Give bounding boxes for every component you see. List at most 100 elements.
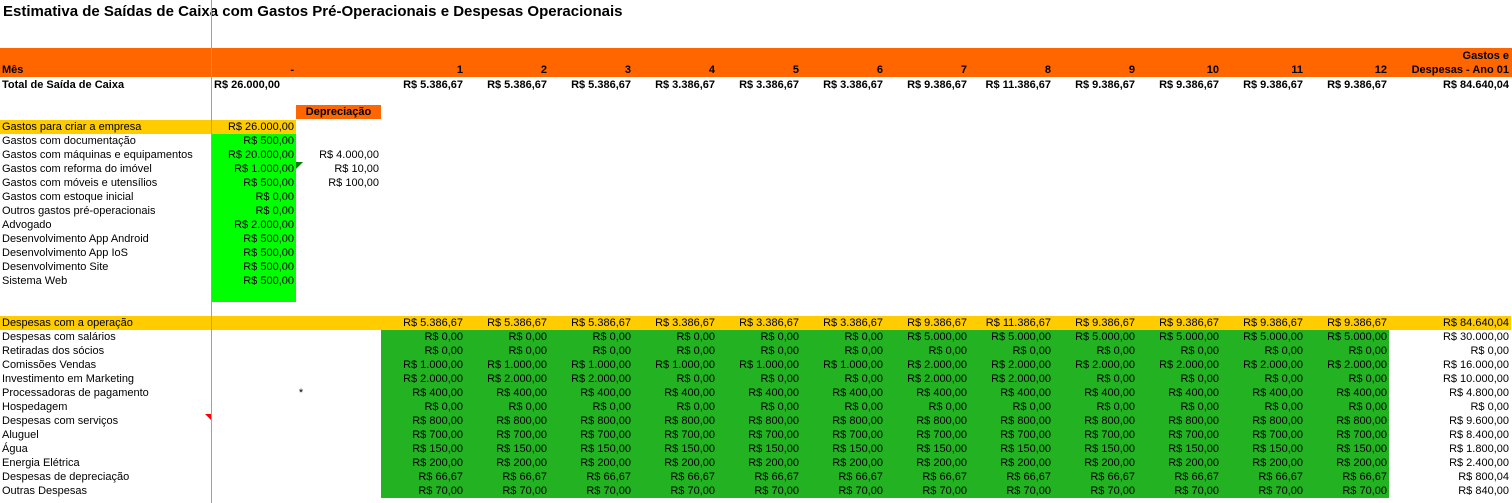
opex-row-month-5[interactable]: R$ 700,00 [748,429,799,441]
opex-row-month-4[interactable]: R$ 70,00 [670,485,715,497]
opex-row-month-9[interactable]: R$ 150,00 [1084,443,1135,455]
opex-row-month-12[interactable]: R$ 700,00 [1336,429,1387,441]
opex-row-month-3[interactable]: R$ 200,00 [580,457,631,469]
opex-row-month-3[interactable]: R$ 2.000,00 [571,373,631,385]
opex-row-month-8[interactable]: R$ 66,67 [1006,471,1051,483]
opex-row-month-5[interactable]: R$ 800,00 [748,415,799,427]
month-header-0[interactable]: - [290,64,294,76]
opex-row-total[interactable]: R$ 800,04 [1458,471,1509,483]
opex-row-label[interactable]: Outras Despesas [2,485,87,497]
total-row-month-8[interactable]: R$ 11.386,67 [985,79,1051,91]
opex-row-month-8[interactable]: R$ 2.000,00 [991,373,1051,385]
month-header-11[interactable]: 11 [1291,64,1303,76]
opex-row-month-10[interactable]: R$ 800,00 [1168,415,1219,427]
opex-row-label[interactable]: Hospedagem [2,401,68,413]
opex-row-month-2[interactable]: R$ 0,00 [508,345,547,357]
opex-section-month-11[interactable]: R$ 9.386,67 [1221,316,1305,330]
opex-row-month-8[interactable]: R$ 200,00 [1000,457,1051,469]
opex-row-month-1[interactable]: R$ 700,00 [412,429,463,441]
opex-row-label[interactable]: Despesas com serviços [2,415,119,427]
opex-row-total[interactable]: R$ 10.000,00 [1442,373,1509,385]
opex-row-month-4[interactable]: R$ 200,00 [664,457,715,469]
opex-row-month-3[interactable]: R$ 700,00 [580,429,631,441]
preop-item-value[interactable]: R$ 1.000,00 [234,163,294,175]
total-row-month-2[interactable]: R$ 5.386,67 [487,79,547,91]
opex-row-label[interactable]: Aluguel [2,429,39,441]
opex-row-total[interactable]: R$ 30.000,00 [1442,331,1509,343]
opex-row-month-6[interactable]: R$ 66,67 [838,471,883,483]
opex-row-month-7[interactable]: R$ 0,00 [928,401,967,413]
opex-row-month-1[interactable]: R$ 150,00 [412,443,463,455]
total-row-month-12[interactable]: R$ 9.386,67 [1327,79,1387,91]
opex-row-month-6[interactable]: R$ 0,00 [844,345,883,357]
opex-row-month-5[interactable]: R$ 200,00 [748,457,799,469]
opex-row-month-10[interactable]: R$ 5.000,00 [1159,331,1219,343]
opex-row-month-10[interactable]: R$ 0,00 [1180,373,1219,385]
opex-row-label[interactable]: Investimento em Marketing [2,373,135,385]
opex-section-month-3[interactable]: R$ 5.386,67 [549,316,633,330]
opex-row-month-5[interactable]: R$ 150,00 [748,443,799,455]
opex-row-total[interactable]: R$ 0,00 [1470,345,1509,357]
total-row-month-5[interactable]: R$ 3.386,67 [739,79,799,91]
opex-row-month-9[interactable]: R$ 400,00 [1084,387,1135,399]
opex-row-label[interactable]: Comissões Vendas [2,359,97,371]
opex-row-month-7[interactable]: R$ 0,00 [928,345,967,357]
opex-row-month-7[interactable]: R$ 150,00 [916,443,967,455]
opex-row-total[interactable]: R$ 4.800,00 [1449,387,1509,399]
opex-row-month-1[interactable]: R$ 800,00 [412,415,463,427]
preop-item-label[interactable]: Advogado [2,219,52,231]
opex-row-month-9[interactable]: R$ 5.000,00 [1075,331,1135,343]
opex-row-month-8[interactable]: R$ 70,00 [1006,485,1051,497]
opex-row-month-6[interactable]: R$ 1.000,00 [823,359,883,371]
opex-row-month-10[interactable]: R$ 0,00 [1180,345,1219,357]
opex-row-month-12[interactable]: R$ 0,00 [1348,401,1387,413]
preop-item-value[interactable]: R$ 500,00 [243,261,294,273]
opex-row-month-3[interactable]: R$ 400,00 [580,387,631,399]
opex-row-month-6[interactable]: R$ 150,00 [832,443,883,455]
preop-item-label[interactable]: Sistema Web [2,275,68,287]
opex-row-total[interactable]: R$ 16.000,00 [1442,359,1509,371]
month-header-7[interactable]: 7 [960,64,967,76]
preop-item-value[interactable]: R$ 500,00 [243,275,294,287]
opex-row-month-3[interactable]: R$ 0,00 [592,345,631,357]
month-header-label[interactable]: Mês [2,64,24,76]
opex-row-month-9[interactable]: R$ 200,00 [1084,457,1135,469]
total-row-month-11[interactable]: R$ 9.386,67 [1243,79,1303,91]
opex-row-month-12[interactable]: R$ 66,67 [1342,471,1387,483]
opex-row-month-10[interactable]: R$ 66,67 [1174,471,1219,483]
opex-row-month-2[interactable]: R$ 400,00 [496,387,547,399]
opex-row-month-8[interactable]: R$ 700,00 [1000,429,1051,441]
month-header-3[interactable]: 3 [624,64,631,76]
preop-item-value[interactable]: R$ 500,00 [243,247,294,259]
opex-section-month-12[interactable]: R$ 9.386,67 [1305,316,1389,330]
opex-row-month-11[interactable]: R$ 70,00 [1258,485,1303,497]
opex-row-label[interactable]: Energia Elétrica [2,457,80,469]
opex-row-month-9[interactable]: R$ 0,00 [1096,373,1135,385]
month-header-2[interactable]: 2 [540,64,547,76]
opex-row-month-6[interactable]: R$ 200,00 [832,457,883,469]
opex-section-month-10[interactable]: R$ 9.386,67 [1137,316,1221,330]
month-header-1[interactable]: 1 [456,64,463,76]
preop-item-value[interactable]: R$ 2.000,00 [234,219,294,231]
preop-section-label[interactable]: Gastos para criar a empresa [0,120,211,134]
opex-row-month-9[interactable]: R$ 800,00 [1084,415,1135,427]
opex-row-month-3[interactable]: R$ 0,00 [592,401,631,413]
opex-row-month-4[interactable]: R$ 150,00 [664,443,715,455]
opex-row-label[interactable]: Despesas com salários [2,331,116,343]
month-header-9[interactable]: 9 [1128,64,1135,76]
opex-row-month-7[interactable]: R$ 400,00 [916,387,967,399]
opex-row-month-7[interactable]: R$ 2.000,00 [907,373,967,385]
preop-item-label[interactable]: Outros gastos pré-operacionais [2,205,156,217]
opex-row-month-1[interactable]: R$ 400,00 [412,387,463,399]
preop-item-value[interactable]: R$ 500,00 [243,177,294,189]
opex-row-month-1[interactable]: R$ 0,00 [424,401,463,413]
total-row-month-9[interactable]: R$ 9.386,67 [1075,79,1135,91]
preop-item-label[interactable]: Desenvolvimento Site [2,261,109,273]
month-header-12[interactable]: 12 [1374,64,1387,76]
opex-row-month-10[interactable]: R$ 700,00 [1168,429,1219,441]
opex-row-month-4[interactable]: R$ 400,00 [664,387,715,399]
opex-row-month-10[interactable]: R$ 2.000,00 [1159,359,1219,371]
opex-section-total[interactable]: R$ 84.640,04 [1389,316,1511,330]
month-header-6[interactable]: 6 [876,64,883,76]
opex-row-month-2[interactable]: R$ 150,00 [496,443,547,455]
